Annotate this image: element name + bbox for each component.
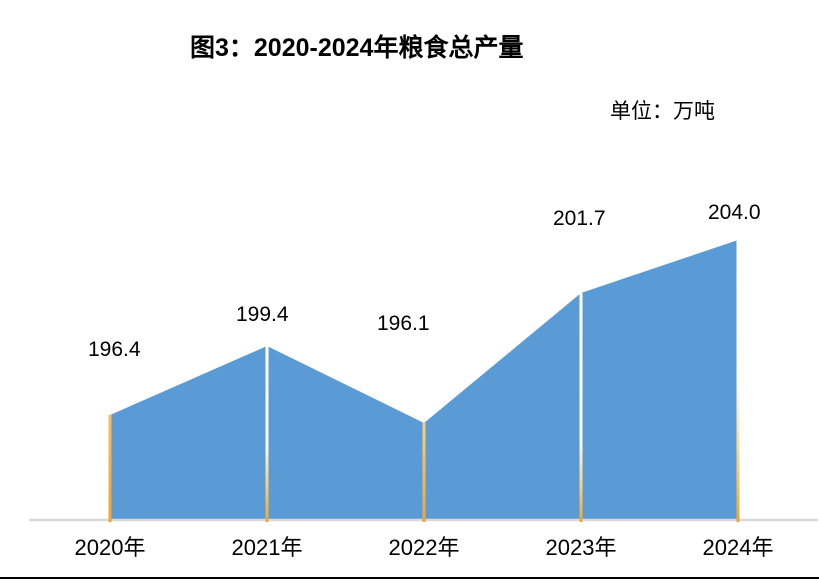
- chart-title: 图3：2020-2024年粮食总产量: [190, 34, 524, 62]
- data-label-2021: 199.4: [236, 303, 289, 326]
- x-axis-label-2022: 2022年: [388, 535, 460, 560]
- x-axis-label-2021: 2021年: [231, 535, 303, 560]
- data-label-2020: 196.4: [88, 338, 141, 361]
- x-axis-label-2024: 2024年: [702, 535, 774, 560]
- x-axis-label-2020: 2020年: [74, 535, 146, 560]
- data-label-2024: 204.0: [708, 201, 761, 224]
- data-label-2022: 196.1: [377, 312, 430, 335]
- unit-label: 单位：万吨: [610, 100, 715, 123]
- x-axis-label-2023: 2023年: [545, 535, 617, 560]
- data-label-2023: 201.7: [553, 207, 606, 230]
